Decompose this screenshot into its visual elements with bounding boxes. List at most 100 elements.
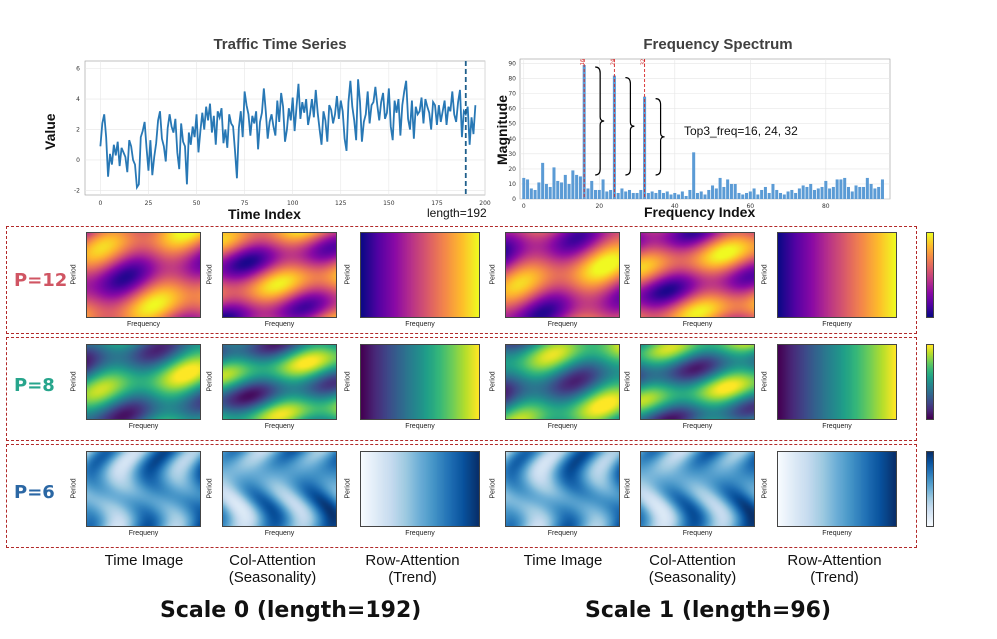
- fs-bar: [801, 185, 805, 199]
- heatmap-p12-col1: [86, 232, 201, 318]
- fs-ytick-label: 40: [508, 136, 516, 143]
- fs-bar: [552, 167, 556, 199]
- fs-bar: [880, 179, 884, 199]
- col-caption-row-attention-0-line1: Row-Attention: [365, 552, 460, 569]
- fs-bar: [563, 174, 567, 199]
- ts-xtick-label: 100: [287, 200, 299, 207]
- heatmap-ylabel: Period: [344, 371, 352, 392]
- fs-bar: [873, 188, 877, 199]
- heatmap-xlabel: Frequeny: [264, 530, 295, 537]
- fs-bar: [692, 152, 696, 199]
- fs-bar: [601, 179, 605, 199]
- fs-bar: [548, 186, 552, 199]
- fs-bar: [843, 177, 847, 199]
- fs-bar: [865, 177, 869, 199]
- fs-ylabel: Magnitude: [494, 95, 510, 165]
- ts-xlabel: Time Index: [228, 206, 301, 222]
- fs-ytick-label: 30: [508, 151, 516, 158]
- heatmap-p8-col2: [222, 344, 337, 420]
- fs-bar: [718, 177, 722, 199]
- fs-bar: [582, 65, 586, 199]
- fs-bar: [816, 188, 820, 199]
- heatmap-ylabel: Period: [624, 478, 632, 499]
- fs-bar: [677, 194, 681, 199]
- col-caption-time-image-1: Time Image: [523, 552, 603, 569]
- heatmap-xlabel: Frequeny: [547, 321, 578, 328]
- fs-bar: [775, 189, 779, 199]
- col-caption-col-attention-1-line1: Col-Attention: [649, 552, 736, 569]
- heatmap-ylabel: Period: [344, 264, 352, 285]
- fs-bar: [639, 189, 643, 199]
- ts-ylabel: Value: [42, 113, 58, 150]
- fs-bar: [658, 189, 662, 199]
- heatmap-xlabel: Frequeny: [547, 530, 578, 537]
- heatmap-p12-col5: [640, 232, 755, 318]
- fs-bar: [850, 191, 854, 199]
- ts-xtick-label: 200: [479, 200, 491, 207]
- fs-bar: [605, 191, 609, 199]
- ts-xtick-label: 75: [241, 200, 249, 207]
- heatmap-ylabel: Period: [761, 264, 769, 285]
- fs-ytick-label: 10: [508, 181, 516, 188]
- fs-bar: [877, 186, 881, 199]
- heatmap-p6-col5: [640, 451, 755, 527]
- heatmap-p8-col3: [360, 344, 480, 420]
- fs-bar: [722, 186, 726, 199]
- heatmap-ylabel: Period: [489, 371, 497, 392]
- heatmap-xlabel: Frequeny: [405, 423, 435, 430]
- row-label-p6: P=6: [14, 482, 55, 503]
- fs-bar: [680, 191, 684, 199]
- fs-xtick-label: 40: [671, 203, 679, 210]
- fs-bar: [665, 191, 669, 199]
- fs-bar: [854, 185, 858, 199]
- fs-bar: [767, 192, 771, 199]
- heatmap-ylabel: Period: [344, 478, 352, 499]
- fs-bar: [779, 192, 783, 199]
- heatmap-ylabel: Period: [70, 478, 78, 499]
- fs-bar: [707, 189, 711, 199]
- heatmap-xlabel: Frequeny: [682, 321, 713, 328]
- heatmap-xlabel: Frequeny: [264, 423, 295, 430]
- fs-bar: [869, 183, 873, 199]
- fs-bar: [835, 179, 839, 199]
- heatmap-xlabel: Frequeny: [682, 530, 713, 537]
- fs-ytick-label: 60: [508, 106, 516, 113]
- heatmap-xlabel: Frequeny: [128, 530, 159, 537]
- col-caption-row-attention-0-line2: (Trend): [388, 569, 437, 586]
- colorbar: [926, 451, 934, 527]
- fs-bar: [786, 191, 790, 199]
- heatmap-xlabel: Frequeny: [547, 423, 578, 430]
- fs-chart: 0 10 20 30 40 50 60 70 80 90 0 20 40 60 80 16 24 32: [508, 58, 891, 210]
- fs-bar: [650, 191, 654, 199]
- row-box-p8: [6, 337, 917, 441]
- fs-bar: [824, 180, 828, 199]
- fs-topfreq-label: 16: [580, 59, 586, 65]
- ts-ytick-label: 0: [76, 157, 80, 164]
- fs-bar: [839, 179, 843, 199]
- heatmap-xlabel: Frequeny: [128, 423, 159, 430]
- heatmap-xlabel: Frequeny: [682, 423, 713, 430]
- fs-bar: [812, 189, 816, 199]
- fs-bar: [616, 192, 620, 199]
- fs-bar: [733, 183, 737, 199]
- heatmap-p6-col4: [505, 451, 620, 527]
- fs-bar: [529, 188, 533, 199]
- heatmap-ylabel: Period: [70, 264, 78, 285]
- col-caption-col-attention-0-line2: (Seasonality): [228, 569, 317, 586]
- fs-bar: [797, 188, 801, 199]
- heatmap-p12-col6: [777, 232, 897, 318]
- ts-xtick-label: 150: [383, 200, 395, 207]
- fs-bar: [794, 192, 798, 199]
- fs-ytick-label: 80: [508, 76, 516, 83]
- fs-bar: [654, 192, 658, 199]
- fs-bar: [597, 189, 601, 199]
- heatmap-xlabel: Frequeny: [405, 530, 435, 537]
- heatmap-ylabel: Period: [761, 478, 769, 499]
- fs-bar: [752, 188, 756, 199]
- fs-bar: [846, 186, 850, 199]
- ts-ytick-label: 6: [76, 66, 80, 73]
- heatmap-p8-col1: [86, 344, 201, 420]
- fs-bar: [703, 194, 707, 199]
- ts-length-annotation: length=192: [427, 206, 487, 220]
- fs-bar: [544, 183, 548, 199]
